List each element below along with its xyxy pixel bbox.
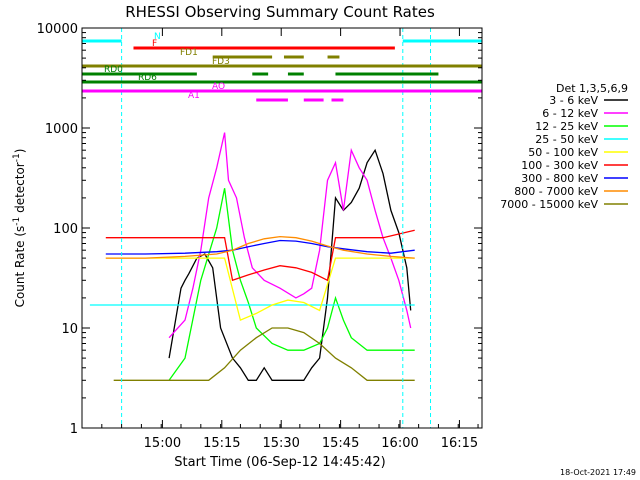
x-axis-label: Start Time (06-Sep-12 14:45:42) (174, 455, 385, 470)
series-line-6 (105, 239, 415, 255)
y-tick-label-4: 10000 (37, 22, 78, 37)
flag-label-2: FD1 (180, 48, 198, 58)
x-axis: 15:00 15:15 15:30 15:45 16:00 16:15 (81, 28, 479, 451)
legend-label-4: 50 - 100 keV (528, 146, 598, 159)
y-tick-label-0: 1 (70, 422, 78, 437)
x-tick-label-2: 15:30 (262, 436, 299, 451)
y-tick-label-1: 10 (61, 322, 78, 337)
x-tick-label-3: 15:45 (322, 436, 359, 451)
flag-label-7: A1 (188, 91, 200, 101)
series-line-5 (105, 229, 415, 282)
legend-label-0: 3 - 6 keV (549, 94, 598, 107)
y-tick-label-2: 100 (53, 222, 78, 237)
flag-label-0: N (154, 32, 161, 42)
legend-label-3: 25 - 50 keV (535, 133, 598, 146)
series-line-2 (168, 188, 415, 381)
x-tick-label-0: 15:00 (144, 436, 181, 451)
flags-layer: NF FD1 FD3 RD0 RD6 AO A1 (81, 28, 483, 428)
legend-title: Det 1,3,5,6,9 (556, 82, 628, 95)
legend-label-8: 7000 - 15000 keV (500, 198, 598, 211)
legend-label-7: 800 - 7000 keV (514, 185, 598, 198)
flag-label-3: FD3 (212, 57, 230, 67)
series-line-8 (113, 327, 415, 381)
flag-label-1: F (152, 39, 157, 49)
y-axis: 1 10 100 1000 10000 (37, 22, 482, 437)
x-tick-label-4: 16:00 (381, 436, 418, 451)
legend-label-2: 12 - 25 keV (535, 120, 598, 133)
chart-title: RHESSI Observing Summary Count Rates (125, 3, 435, 21)
series-line-7 (105, 235, 415, 259)
series-line-4 (105, 257, 415, 321)
x-tick-label-5: 16:15 (441, 436, 478, 451)
flag-label-6: AO (212, 82, 225, 92)
legend-label-1: 6 - 12 keV (542, 107, 598, 120)
flag-label-4: RD0 (104, 65, 123, 75)
flag-label-5: RD6 (138, 73, 157, 83)
series-layer (89, 132, 415, 381)
y-tick-label-3: 1000 (45, 122, 78, 137)
legend-label-6: 300 - 800 keV (521, 172, 598, 185)
y-axis-label: Count Rate (s-1 detector-1) (12, 149, 27, 308)
series-line-1 (168, 132, 412, 339)
legend-label-5: 100 - 300 keV (521, 159, 598, 172)
series-line-0 (168, 148, 412, 381)
timestamp: 18-Oct-2021 17:49 (560, 468, 636, 477)
x-tick-label-1: 15:15 (203, 436, 240, 451)
